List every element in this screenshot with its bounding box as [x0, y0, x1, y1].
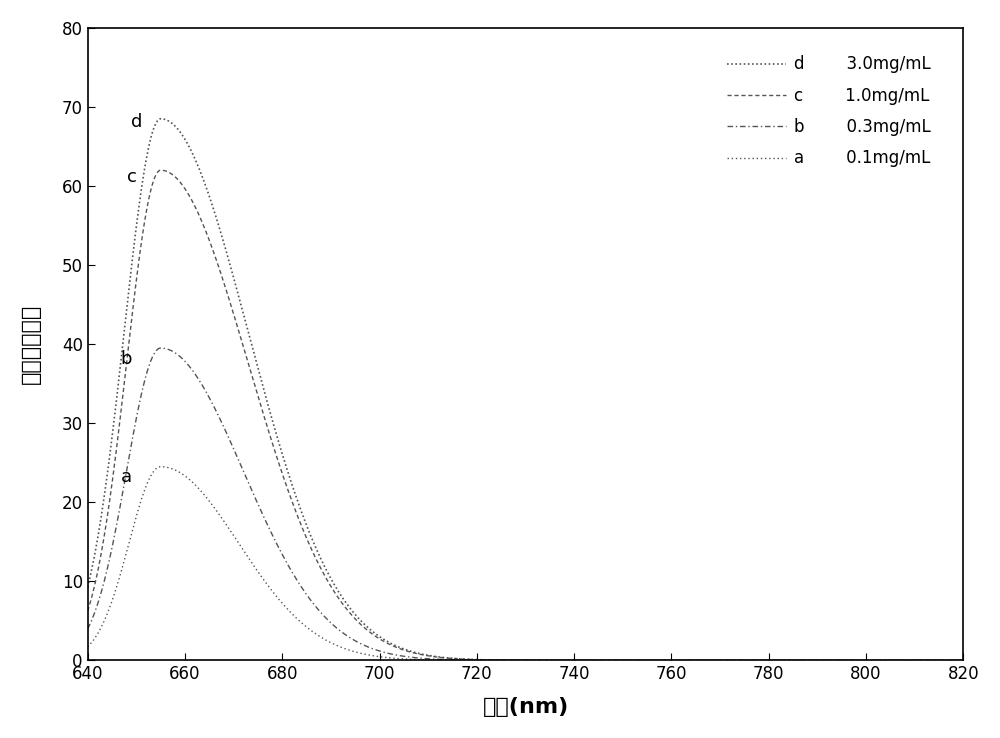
Text: b: b [121, 350, 132, 368]
X-axis label: 波长(nm): 波长(nm) [482, 697, 569, 717]
Y-axis label: 相对荧光强度: 相对荧光强度 [21, 304, 41, 384]
Text: a: a [121, 469, 132, 486]
Text: c: c [127, 168, 136, 186]
Text: d: d [131, 113, 142, 131]
Legend: d        3.0mg/mL, c        1.0mg/mL, b        0.3mg/mL, a        0.1mg/mL: d 3.0mg/mL, c 1.0mg/mL, b 0.3mg/mL, a 0.… [721, 49, 938, 174]
